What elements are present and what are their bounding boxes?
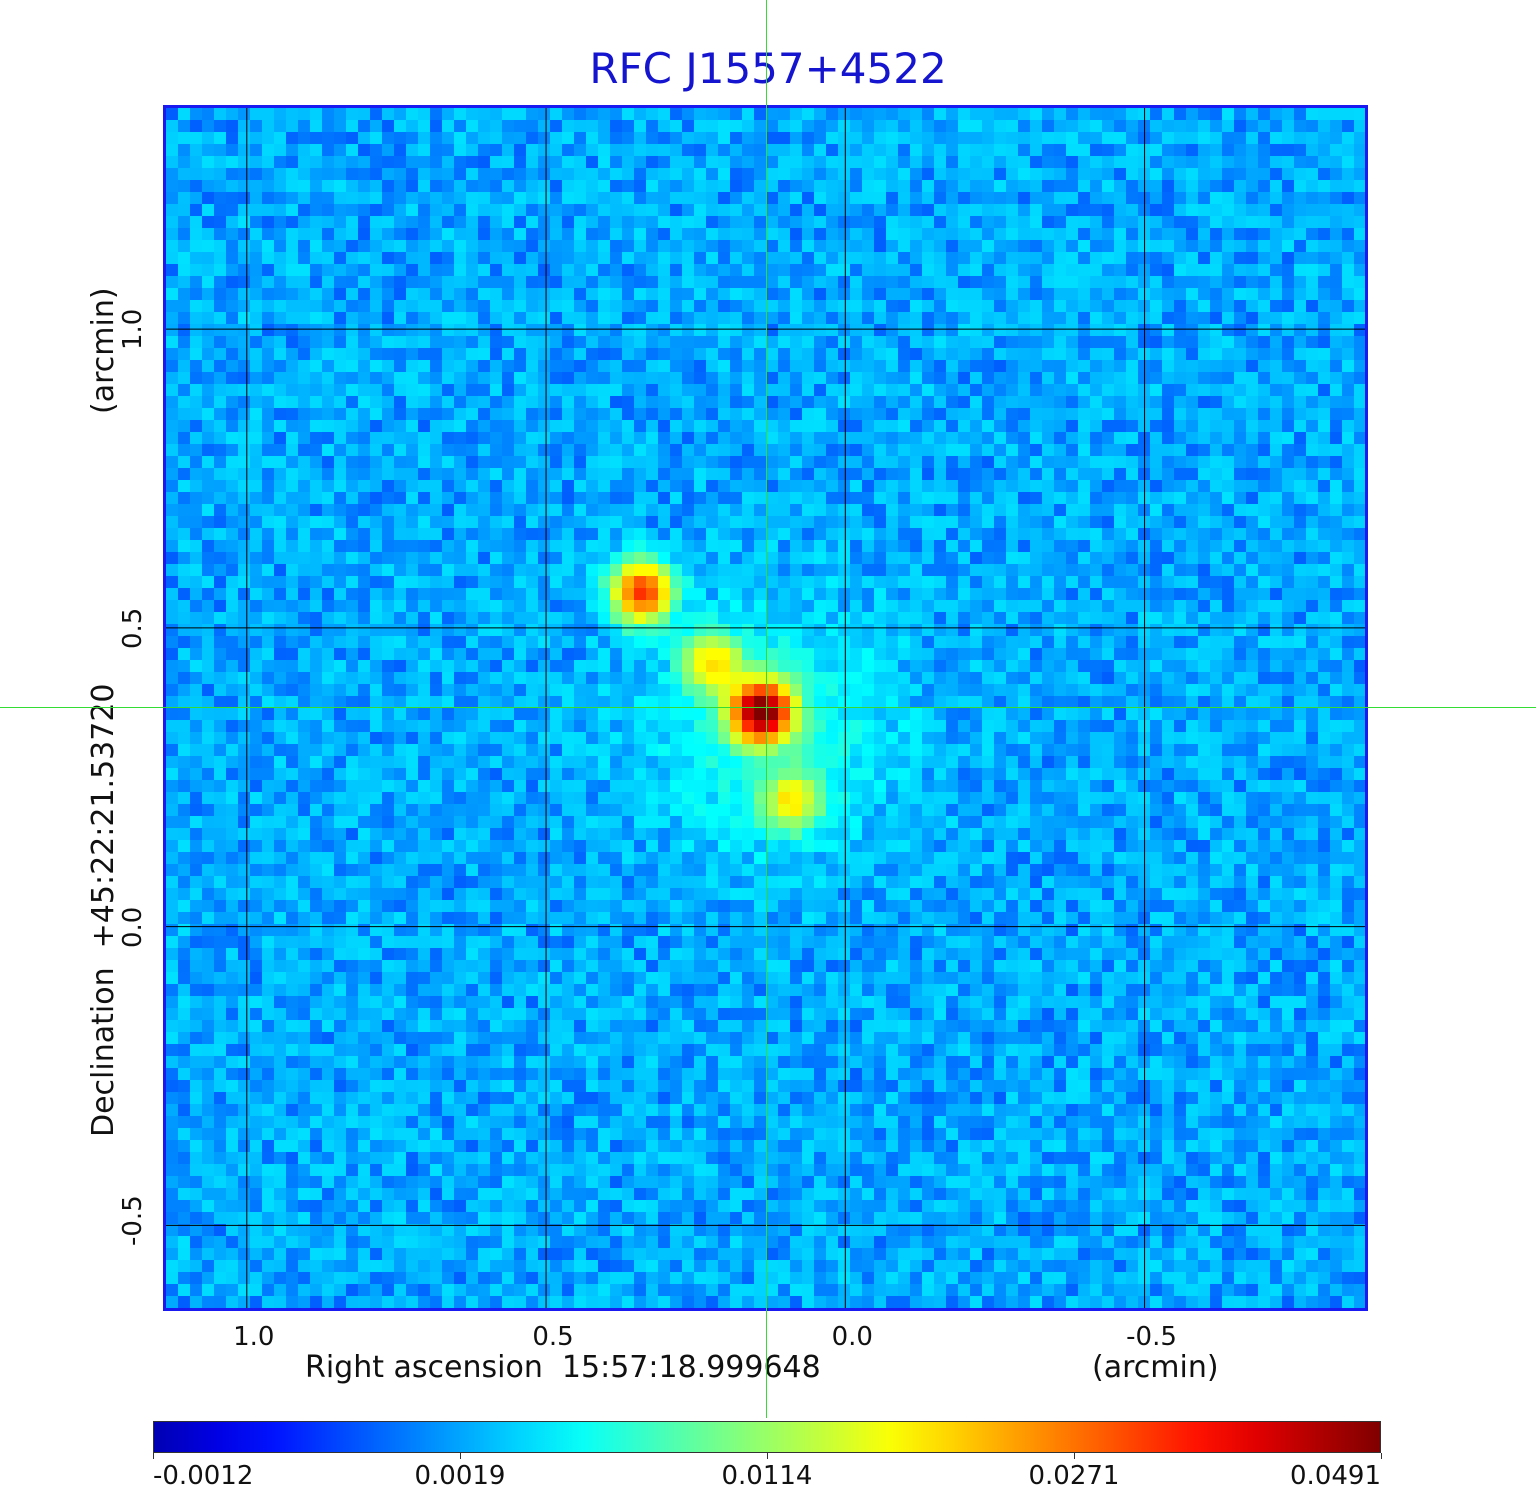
heatmap-pixels: [166, 108, 1365, 1308]
x-tick-label: 1.0: [233, 1322, 275, 1352]
y-axis-label: Declination +45:22:21.53720: [86, 683, 121, 1137]
heatmap-svg: [166, 108, 1365, 1308]
colorbar-tick-mark: [460, 1453, 461, 1459]
crosshair-vertical: [766, 0, 767, 1418]
colorbar: [153, 1421, 1381, 1453]
x-tick-label: 0.5: [532, 1322, 574, 1352]
heatmap-plot-area[interactable]: [163, 105, 1368, 1311]
crosshair-horizontal: [0, 707, 1536, 708]
x-tick-label: -0.5: [1126, 1322, 1177, 1352]
colorbar-tick-mark: [1381, 1453, 1382, 1459]
colorbar-tick-label: 0.0114: [721, 1461, 813, 1491]
colorbar-tick-label: 0.0271: [1028, 1461, 1120, 1491]
colorbar-tick-mark: [153, 1453, 154, 1459]
y-tick-label: 0.0: [118, 906, 148, 948]
y-axis-unit: (arcmin): [86, 287, 121, 414]
x-axis-label: Right ascension 15:57:18.999648: [305, 1350, 821, 1385]
x-axis-unit: (arcmin): [1092, 1350, 1219, 1385]
x-tick-label: 0.0: [831, 1322, 873, 1352]
colorbar-tick-label: 0.0019: [414, 1461, 506, 1491]
y-tick-label: 0.5: [118, 607, 148, 649]
colorbar-tick-mark: [1074, 1453, 1075, 1459]
colorbar-tick-label: -0.0012: [153, 1461, 254, 1491]
colorbar-tick-label: 0.0491: [1290, 1461, 1381, 1491]
y-tick-label: 1.0: [118, 308, 148, 351]
y-tick-label: -0.5: [118, 1195, 148, 1247]
colorbar-tick-mark: [767, 1453, 768, 1459]
chart-title: RFC J1557+4522: [589, 44, 947, 93]
